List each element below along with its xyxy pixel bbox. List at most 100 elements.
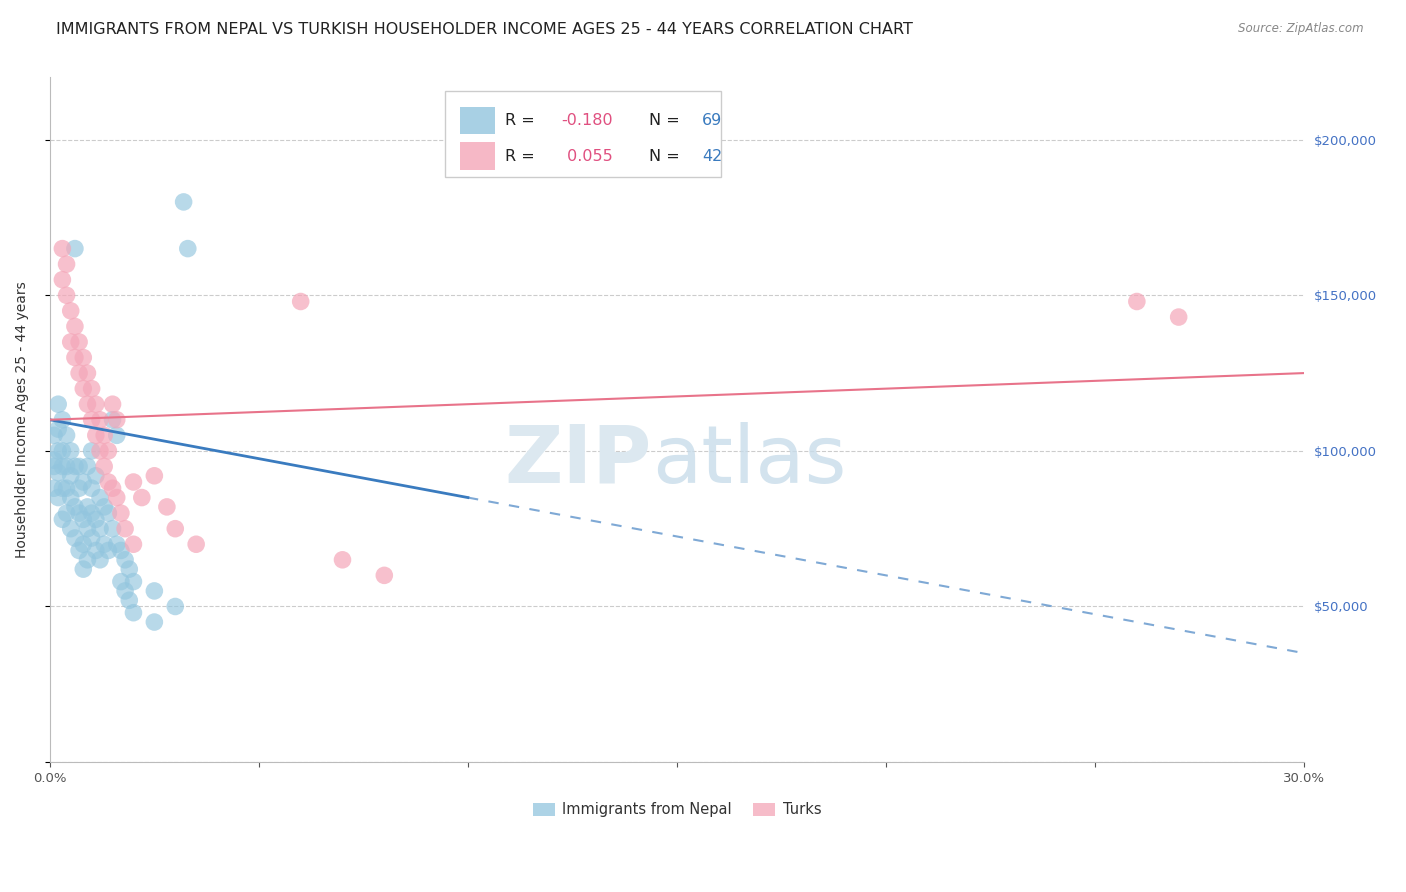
Point [59, 522, 82, 536]
Point [1126, 294, 1149, 309]
Point [72, 475, 94, 489]
Point [55, 428, 77, 442]
Point [51, 413, 73, 427]
Point [97, 475, 120, 489]
Point [46, 422, 69, 436]
Point [110, 506, 132, 520]
Point [114, 553, 136, 567]
Point [290, 294, 312, 309]
Point [51, 242, 73, 256]
Point [55, 459, 77, 474]
Point [80, 413, 103, 427]
Point [122, 537, 145, 551]
Point [80, 506, 103, 520]
Point [105, 491, 128, 505]
Point [89, 443, 111, 458]
Point [42, 481, 65, 495]
Point [84, 428, 107, 442]
Point [97, 543, 120, 558]
Point [101, 413, 124, 427]
Point [42, 453, 65, 467]
Point [59, 491, 82, 505]
Point [101, 522, 124, 536]
Point [67, 481, 90, 495]
Point [143, 583, 166, 598]
Point [80, 481, 103, 495]
Text: IMMIGRANTS FROM NEPAL VS TURKISH HOUSEHOLDER INCOME AGES 25 - 44 YEARS CORRELATI: IMMIGRANTS FROM NEPAL VS TURKISH HOUSEHO… [56, 22, 912, 37]
Text: N =: N = [650, 113, 685, 128]
Point [173, 194, 195, 209]
Point [72, 512, 94, 526]
Point [63, 459, 86, 474]
Point [110, 543, 132, 558]
Point [1167, 310, 1189, 324]
Point [42, 428, 65, 442]
Point [165, 522, 187, 536]
Point [46, 397, 69, 411]
Point [46, 443, 69, 458]
Legend: Immigrants from Nepal, Turks: Immigrants from Nepal, Turks [527, 797, 827, 823]
Point [177, 242, 200, 256]
Point [122, 475, 145, 489]
Text: 42: 42 [702, 149, 723, 163]
Point [63, 531, 86, 545]
Point [105, 428, 128, 442]
Point [89, 522, 111, 536]
Text: 69: 69 [702, 113, 723, 128]
Point [84, 543, 107, 558]
Point [76, 459, 98, 474]
Point [186, 537, 208, 551]
FancyBboxPatch shape [460, 107, 495, 135]
Point [80, 531, 103, 545]
Text: ZIP: ZIP [505, 422, 652, 500]
Y-axis label: Householder Income Ages 25 - 44 years: Householder Income Ages 25 - 44 years [15, 281, 30, 558]
Point [67, 366, 90, 380]
Text: atlas: atlas [652, 422, 846, 500]
Point [72, 382, 94, 396]
Text: R =: R = [505, 149, 540, 163]
Point [165, 599, 187, 614]
Point [72, 537, 94, 551]
Text: N =: N = [650, 149, 685, 163]
Point [118, 593, 141, 607]
Point [97, 443, 120, 458]
Point [51, 512, 73, 526]
Point [114, 583, 136, 598]
Point [67, 459, 90, 474]
Point [131, 491, 153, 505]
Point [118, 562, 141, 576]
Point [59, 303, 82, 318]
Point [89, 553, 111, 567]
Point [143, 468, 166, 483]
Point [93, 459, 115, 474]
Point [59, 468, 82, 483]
Point [51, 273, 73, 287]
Point [80, 382, 103, 396]
Point [55, 257, 77, 271]
Point [63, 351, 86, 365]
Point [76, 397, 98, 411]
Point [72, 351, 94, 365]
Point [63, 242, 86, 256]
Text: R =: R = [505, 113, 540, 128]
Point [110, 574, 132, 589]
Point [46, 491, 69, 505]
Point [76, 553, 98, 567]
Point [332, 553, 354, 567]
Point [122, 606, 145, 620]
Point [51, 481, 73, 495]
Point [46, 466, 69, 480]
FancyBboxPatch shape [444, 91, 721, 177]
Text: 0.055: 0.055 [561, 149, 613, 163]
Point [93, 537, 115, 551]
Point [156, 500, 179, 514]
Point [67, 506, 90, 520]
Point [105, 537, 128, 551]
Point [101, 397, 124, 411]
Point [67, 543, 90, 558]
Text: -0.180: -0.180 [561, 113, 613, 128]
Point [93, 428, 115, 442]
Point [97, 506, 120, 520]
Point [59, 334, 82, 349]
Point [89, 413, 111, 427]
